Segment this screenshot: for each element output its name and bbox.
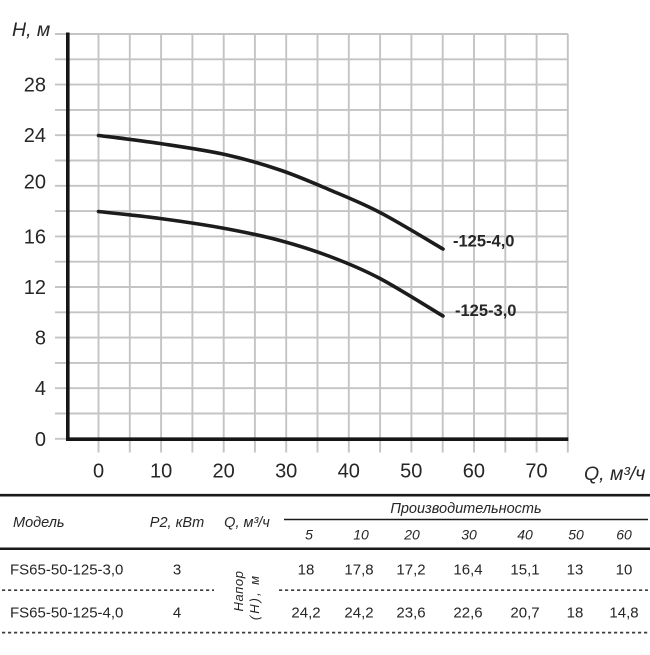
svg-text:-125-3,0: -125-3,0: [455, 302, 516, 320]
svg-text:30: 30: [275, 461, 297, 483]
svg-text:18: 18: [298, 562, 315, 579]
svg-text:16,4: 16,4: [453, 562, 482, 579]
svg-text:4: 4: [173, 605, 181, 622]
svg-text:18: 18: [567, 605, 584, 622]
svg-text:12: 12: [24, 277, 46, 299]
svg-text:22,6: 22,6: [453, 605, 482, 622]
svg-text:70: 70: [525, 461, 547, 483]
svg-text:10: 10: [353, 527, 369, 543]
svg-text:4: 4: [35, 378, 46, 400]
svg-text:24: 24: [24, 125, 46, 147]
svg-text:Q, м³/ч: Q, м³/ч: [584, 463, 645, 485]
svg-text:10: 10: [150, 461, 172, 483]
svg-text:20: 20: [24, 171, 46, 193]
svg-text:20,7: 20,7: [510, 605, 539, 622]
svg-text:16: 16: [24, 226, 46, 248]
svg-text:3: 3: [173, 562, 181, 579]
svg-text:FS65-50-125-4,0: FS65-50-125-4,0: [10, 605, 123, 622]
svg-text:20: 20: [403, 527, 420, 543]
svg-text:30: 30: [461, 527, 477, 543]
svg-text:P2, кВт: P2, кВт: [150, 515, 204, 531]
svg-text:Напор: Напор: [231, 570, 246, 611]
svg-text:15,1: 15,1: [510, 562, 539, 579]
svg-text:24,2: 24,2: [344, 605, 373, 622]
svg-text:50: 50: [568, 527, 584, 543]
svg-text:Q, м³/ч: Q, м³/ч: [224, 515, 270, 531]
svg-text:60: 60: [616, 527, 632, 543]
svg-text:23,6: 23,6: [396, 605, 425, 622]
svg-text:40: 40: [517, 527, 533, 543]
svg-text:60: 60: [463, 461, 485, 483]
svg-text:Модель: Модель: [13, 515, 65, 531]
svg-text:40: 40: [338, 461, 360, 483]
svg-text:14,8: 14,8: [609, 605, 638, 622]
svg-text:24,2: 24,2: [291, 605, 320, 622]
svg-text:8: 8: [35, 328, 46, 350]
svg-text:17,8: 17,8: [344, 562, 373, 579]
svg-text:10: 10: [616, 562, 633, 579]
svg-text:50: 50: [400, 461, 422, 483]
svg-text:28: 28: [24, 75, 46, 97]
svg-text:5: 5: [305, 527, 313, 543]
svg-text:0: 0: [35, 429, 46, 451]
svg-text:13: 13: [567, 562, 584, 579]
svg-text:FS65-50-125-3,0: FS65-50-125-3,0: [10, 562, 123, 579]
svg-text:H, м: H, м: [12, 19, 50, 41]
svg-text:0: 0: [93, 461, 104, 483]
svg-text:Производительность: Производительность: [390, 501, 541, 517]
svg-text:(Н), м: (Н), м: [247, 574, 262, 620]
svg-text:20: 20: [212, 461, 234, 483]
svg-text:-125-4,0: -125-4,0: [453, 233, 514, 251]
svg-text:17,2: 17,2: [396, 562, 425, 579]
